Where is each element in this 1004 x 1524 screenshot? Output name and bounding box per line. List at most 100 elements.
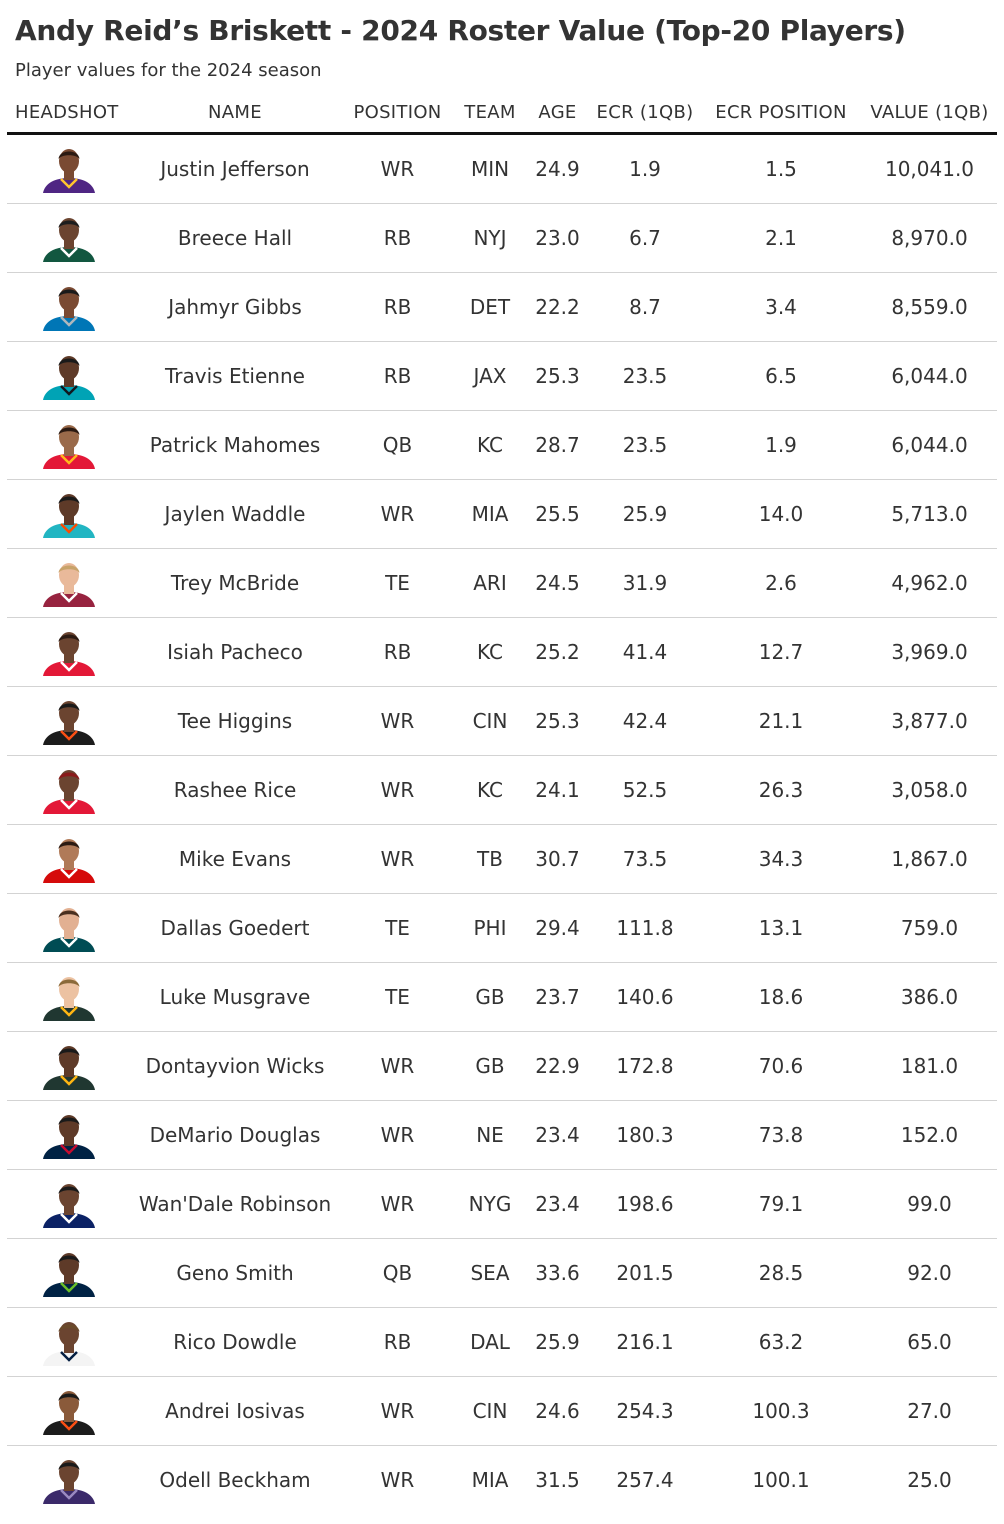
column-header-age: AGE (525, 92, 590, 135)
cell-position: WR (340, 133, 455, 204)
headshot-cell (7, 410, 130, 480)
jersey-collar (60, 868, 78, 879)
cell-position: RB (340, 1307, 455, 1377)
table-row: Isiah Pacheco RB KC 25.2 41.4 12.7 3,969.0 (7, 617, 997, 687)
cell-value: 10,041.0 (862, 133, 997, 204)
player-headshot-icon (43, 908, 95, 952)
cell-value: 99.0 (862, 1169, 997, 1239)
cell-position: WR (340, 755, 455, 825)
headshot-cell (7, 962, 130, 1032)
cell-team: ARI (455, 548, 525, 618)
cell-name: Dontayvion Wicks (130, 1031, 340, 1101)
cell-ecr-position: 73.8 (700, 1100, 862, 1170)
cell-ecr: 23.5 (590, 410, 700, 480)
hair-shape (58, 841, 80, 849)
neck-shape (64, 928, 74, 939)
neck-shape (64, 1480, 74, 1491)
hair-shape (58, 358, 80, 366)
cell-name: DeMario Douglas (130, 1100, 340, 1170)
hair-shape (58, 1255, 80, 1263)
headshot-cell (7, 686, 130, 756)
hair-shape (58, 1393, 80, 1401)
cell-value: 4,962.0 (862, 548, 997, 618)
cell-ecr-position: 18.6 (700, 962, 862, 1032)
cell-value: 6,044.0 (862, 341, 997, 411)
cell-name: Isiah Pacheco (130, 617, 340, 687)
cell-age: 23.7 (525, 962, 590, 1032)
cell-ecr-position: 26.3 (700, 755, 862, 825)
hair-shape (58, 910, 80, 918)
cell-value: 8,970.0 (862, 203, 997, 273)
hair-shape (58, 1117, 80, 1125)
cell-team: KC (455, 410, 525, 480)
table-row: Dontayvion Wicks WR GB 22.9 172.8 70.6 181.0 (7, 1031, 997, 1101)
cell-name: Tee Higgins (130, 686, 340, 756)
cell-ecr: 31.9 (590, 548, 700, 618)
cell-team: JAX (455, 341, 525, 411)
cell-age: 33.6 (525, 1238, 590, 1308)
player-headshot-icon (43, 839, 95, 883)
cell-position: RB (340, 341, 455, 411)
player-headshot-icon (43, 1184, 95, 1228)
jersey-collar (60, 1489, 78, 1500)
cell-ecr: 25.9 (590, 479, 700, 549)
table-row: DeMario Douglas WR NE 23.4 180.3 73.8 152.0 (7, 1100, 997, 1170)
cell-value: 8,559.0 (862, 272, 997, 342)
neck-shape (64, 652, 74, 663)
headshot-cell (7, 1446, 130, 1515)
cell-age: 23.0 (525, 203, 590, 273)
cell-ecr: 41.4 (590, 617, 700, 687)
cell-age: 25.2 (525, 617, 590, 687)
table-row: Travis Etienne RB JAX 25.3 23.5 6.5 6,044.0 (7, 341, 997, 411)
table-row: Mike Evans WR TB 30.7 73.5 34.3 1,867.0 (7, 824, 997, 894)
cell-team: CIN (455, 1376, 525, 1446)
neck-shape (64, 859, 74, 870)
neck-shape (64, 169, 74, 180)
player-headshot-icon (43, 287, 95, 331)
cell-value: 759.0 (862, 893, 997, 963)
jersey-collar (60, 1144, 78, 1155)
page-title: Andy Reid’s Briskett - 2024 Roster Value… (15, 14, 906, 47)
cell-value: 3,969.0 (862, 617, 997, 687)
player-headshot-icon (43, 425, 95, 469)
cell-ecr-position: 34.3 (700, 824, 862, 894)
cell-name: Rashee Rice (130, 755, 340, 825)
cell-position: WR (340, 1169, 455, 1239)
cell-age: 25.5 (525, 479, 590, 549)
table-row: Tee Higgins WR CIN 25.3 42.4 21.1 3,877.0 (7, 686, 997, 756)
cell-ecr: 257.4 (616, 1468, 674, 1492)
hair-shape (58, 151, 80, 159)
column-header-ecr-position: ECR POSITION (700, 92, 862, 135)
player-headshot-icon (43, 149, 95, 193)
cell-ecr: 216.1 (590, 1307, 700, 1377)
cell-ecr-position: 70.6 (700, 1031, 862, 1101)
cell-value: 25.0 (907, 1468, 952, 1492)
jersey-collar (60, 730, 78, 741)
cell-ecr: 73.5 (590, 824, 700, 894)
neck-shape (64, 997, 74, 1008)
cell-age: 29.4 (525, 893, 590, 963)
jersey-collar (60, 1351, 78, 1362)
jersey-collar (60, 592, 78, 603)
jersey-collar (60, 937, 78, 948)
headshot-cell (7, 133, 130, 204)
headshot-cell (7, 1169, 130, 1239)
neck-shape (64, 1342, 74, 1353)
cell-age: 24.1 (525, 755, 590, 825)
cell-team: GB (455, 962, 525, 1032)
cell-team: PHI (455, 893, 525, 963)
neck-shape (64, 1273, 74, 1284)
headshot-cell (7, 272, 130, 342)
hair-shape (58, 496, 80, 504)
headshot-cell (7, 893, 130, 963)
table-row: Andrei Iosivas WR CIN 24.6 254.3 100.3 27.0 (7, 1376, 997, 1446)
column-header-headshot: HEADSHOT (7, 92, 130, 135)
player-headshot-icon (43, 1046, 95, 1090)
cell-age: 25.3 (525, 341, 590, 411)
cell-ecr: 198.6 (590, 1169, 700, 1239)
headshot-cell (7, 1238, 130, 1308)
neck-shape (64, 1204, 74, 1215)
cell-name: Andrei Iosivas (130, 1376, 340, 1446)
cell-position: RB (340, 203, 455, 273)
cell-value: 92.0 (862, 1238, 997, 1308)
